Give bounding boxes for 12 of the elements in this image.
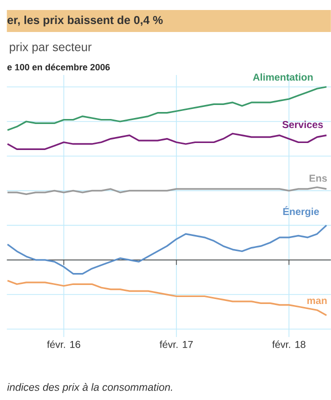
series-label: Énergie (283, 206, 319, 218)
series-label: Alimentation (252, 73, 313, 81)
x-tick-label: févr. 17 (160, 340, 193, 348)
chart-title: er, les prix baissent de 0,4 % (7, 16, 163, 26)
series-label: Services (282, 120, 323, 128)
chart-subtitle: prix par secteur (10, 42, 92, 54)
series-label: man (307, 298, 327, 304)
y-axis-title: e 100 en décembre 2006 (7, 64, 110, 70)
series-label: Ens (309, 174, 327, 182)
text: indices des prix à la consommation. (7, 383, 172, 393)
x-tick-label: févr. 16 (46, 340, 80, 348)
x-tick-label: févr. 18 (272, 340, 306, 348)
